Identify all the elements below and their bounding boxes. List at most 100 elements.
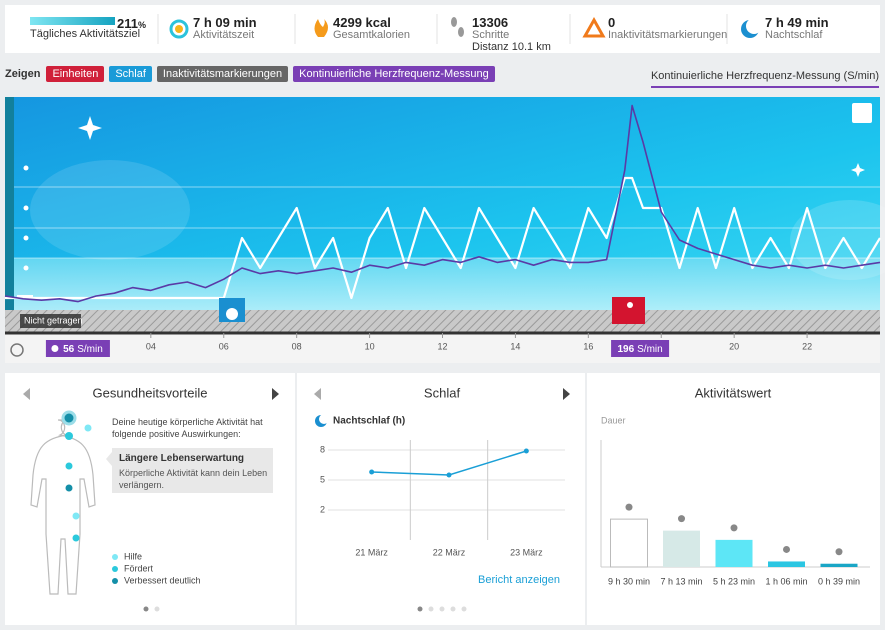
stat: 211% Tägliches Aktivitätsziel (30, 16, 146, 40)
clock-icon (10, 343, 24, 357)
sleep-chart-title: Nachtschlaf (h) (333, 416, 405, 427)
card-pointer (106, 452, 112, 466)
x-tick-label: 16 (583, 341, 593, 351)
x-tick-label: 20 (729, 341, 739, 351)
stat-value: 4299 kcal (333, 15, 410, 30)
header-bg (5, 5, 880, 53)
hr-value: 196 (617, 344, 634, 355)
stat-label: Inaktivitätsmarkierungen (608, 29, 728, 41)
not-worn-badge (20, 314, 81, 328)
activity-subtitle: Dauer (601, 415, 626, 425)
pager[interactable] (143, 606, 467, 612)
moon-icon (319, 414, 329, 424)
filter-tag[interactable]: Schlaf (109, 66, 152, 82)
panel-arrows[interactable] (23, 388, 321, 400)
activity-icon (625, 503, 633, 511)
cloud (30, 160, 190, 260)
activity-line (5, 176, 881, 300)
bar-label: 1 h 06 min (765, 576, 807, 586)
stat: 13306 Schritte Distanz 10.1 km (472, 15, 551, 53)
panel-bg (5, 373, 295, 625)
x-tick-label: 22 (802, 341, 812, 351)
benefit-text: Körperliche Aktivität kann dein Leben ve… (119, 468, 268, 490)
cloud (790, 200, 885, 280)
x-tick-label: 04 (146, 341, 156, 351)
panel-title: Aktivitätswert (695, 385, 772, 400)
panel-arrows[interactable] (272, 388, 570, 400)
stat-label: Aktivitätszeit (193, 29, 255, 41)
legend-dots (112, 554, 118, 584)
x-tick-label: 08 (292, 341, 302, 351)
panel-title: Gesundheitsvorteile (93, 385, 208, 400)
moon-icon (51, 345, 59, 352)
heart-rate-line (4, 104, 881, 303)
left-strip (5, 97, 14, 310)
header-separators (157, 14, 728, 44)
hr-unit: S/min (77, 344, 103, 355)
stat-number: 7 h 09 min (193, 15, 257, 30)
stat: 7 h 09 min Aktivitätszeit (193, 15, 257, 41)
view-tab[interactable]: Kontinuierliche Herzfrequenz-Messung (S/… (650, 70, 879, 88)
panel-bg (587, 373, 880, 625)
panel-bg (297, 373, 585, 625)
stat-value: 7 h 49 min (765, 15, 829, 30)
x-tick-label: 21 März (355, 547, 388, 557)
legend-label: Fördert (124, 563, 154, 573)
y-tick-label: 8 (320, 444, 325, 454)
activity-bar (663, 530, 700, 567)
sunrise-icon (226, 308, 238, 320)
header-icons (169, 16, 762, 39)
not-worn-area (5, 310, 880, 333)
stat-number: 211 (117, 16, 138, 31)
activity-icon (678, 515, 685, 523)
filter-tag[interactable]: Inaktivitätsmarkierungen (156, 66, 289, 82)
activity-icon (783, 545, 790, 553)
report-link[interactable]: Bericht anzeigen (478, 574, 560, 586)
x-tick-label: 14 (510, 341, 520, 351)
stat: 4299 kcal Gesamtkalorien (333, 15, 410, 41)
stat-label: Nachtschlaf (765, 29, 823, 41)
bar-label: 9 h 30 min (608, 576, 650, 586)
stat-label: Schritte (472, 29, 510, 41)
exercise-marker (612, 297, 645, 324)
x-tick-label: 12 (437, 341, 447, 351)
hr-min-badge (45, 340, 110, 357)
benefits-intro: Deine heutige körperliche Aktivität hat … (112, 417, 263, 439)
activity-bar (715, 539, 753, 567)
benefit-title: Längere Lebenserwartung (119, 453, 245, 464)
stat-value: 211% (117, 16, 146, 31)
stat-number: 7 h 49 min (765, 15, 829, 30)
filter-tag[interactable]: Kontinuierliche Herzfrequenz-Messung (293, 66, 495, 82)
exercise-icon (627, 302, 633, 308)
stat-number: 13306 (472, 15, 509, 30)
hr-value: 56 (63, 344, 75, 355)
level-lines (5, 186, 880, 259)
upload-button[interactable] (852, 103, 872, 123)
hr-max-label: 196 S/min (617, 344, 662, 355)
bar-label: 7 h 13 min (660, 576, 702, 586)
filter-tag[interactable]: Einheiten (46, 66, 105, 82)
hr-unit: S/min (637, 344, 663, 355)
x-tick-label: 23 März (510, 547, 543, 557)
x-tick-label: 06 (219, 341, 229, 351)
stat: 7 h 49 min Nachtschlaf (765, 15, 829, 41)
bar-label: 0 h 39 min (818, 576, 860, 586)
activity-bar (768, 561, 805, 567)
toolbar-label: Zeigen (5, 68, 41, 80)
bar-label: 5 h 23 min (713, 576, 755, 586)
stat-number: 4299 kcal (333, 15, 391, 30)
benefit-card (112, 448, 273, 493)
y-tick-label: 2 (320, 504, 325, 514)
legend-label: Hilfe (124, 551, 142, 561)
activity-icon (835, 548, 843, 556)
stat-label: Gesamtkalorien (333, 29, 411, 41)
activity-bar (820, 563, 858, 567)
y-tick-label: 5 (320, 474, 325, 484)
x-tick-label: 10 (365, 341, 375, 351)
legend-label: Verbessert deutlich (124, 575, 201, 585)
stat-number: 0 (608, 15, 616, 30)
stat-detail: Distanz 10.1 km (472, 41, 551, 53)
